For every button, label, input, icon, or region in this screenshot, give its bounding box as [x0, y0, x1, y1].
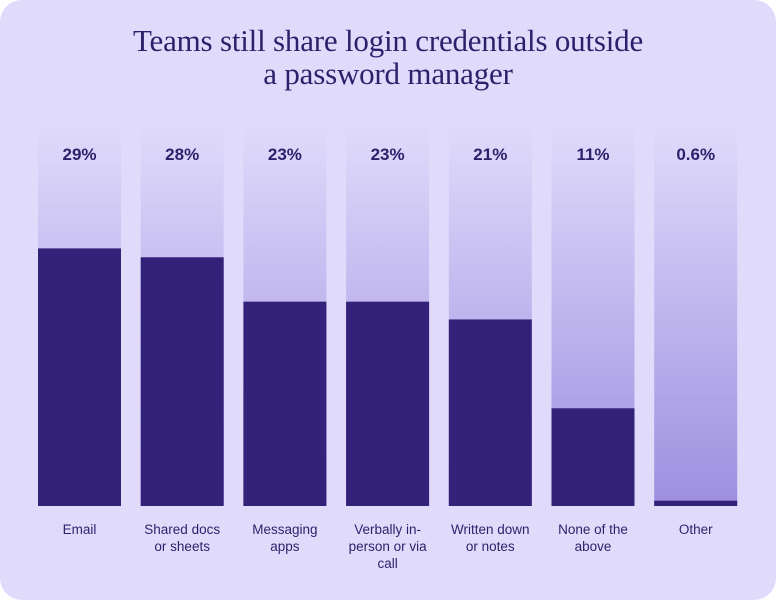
category-label: Written down or notes	[451, 522, 530, 554]
category-label: None of the above	[558, 522, 628, 554]
data-label: 0.6%	[676, 145, 715, 164]
bar	[38, 248, 121, 507]
data-label: 23%	[371, 145, 405, 164]
bar-group: 28% Shared docs or sheets	[140, 124, 224, 554]
bar	[448, 319, 532, 506]
bar-group: 23% Verbally in-person or via call	[346, 124, 430, 571]
data-label: 11%	[576, 145, 609, 164]
data-label: 23%	[268, 145, 302, 164]
chart-title: Teams still share login credentials outs…	[0, 24, 776, 90]
category-label: Other	[679, 522, 713, 537]
data-label: 29%	[62, 145, 96, 164]
bar-group: 21% Written down or notes	[448, 124, 532, 554]
category-label: Email	[63, 522, 97, 537]
data-label: 28%	[165, 145, 199, 164]
bar-group: 29% Email	[38, 124, 121, 537]
category-label: Messaging apps	[252, 522, 317, 554]
bar	[243, 301, 327, 506]
bar-group: 11% None of the above	[551, 124, 635, 554]
bar-group: 0.6% Other	[654, 124, 738, 537]
category-label: Verbally in-person or via call	[349, 522, 428, 571]
bar	[654, 500, 738, 506]
bar-group: 23% Messaging apps	[243, 124, 327, 554]
chart-title-line-1: Teams still share login credentials outs…	[132, 23, 644, 58]
bar	[551, 408, 635, 506]
bar	[140, 257, 224, 506]
data-label: 21%	[473, 145, 507, 164]
bar	[346, 301, 430, 506]
chart-title-line-2: a password manager	[263, 56, 513, 91]
category-label: Shared docs or sheets	[144, 522, 220, 554]
bar-track	[654, 124, 738, 506]
